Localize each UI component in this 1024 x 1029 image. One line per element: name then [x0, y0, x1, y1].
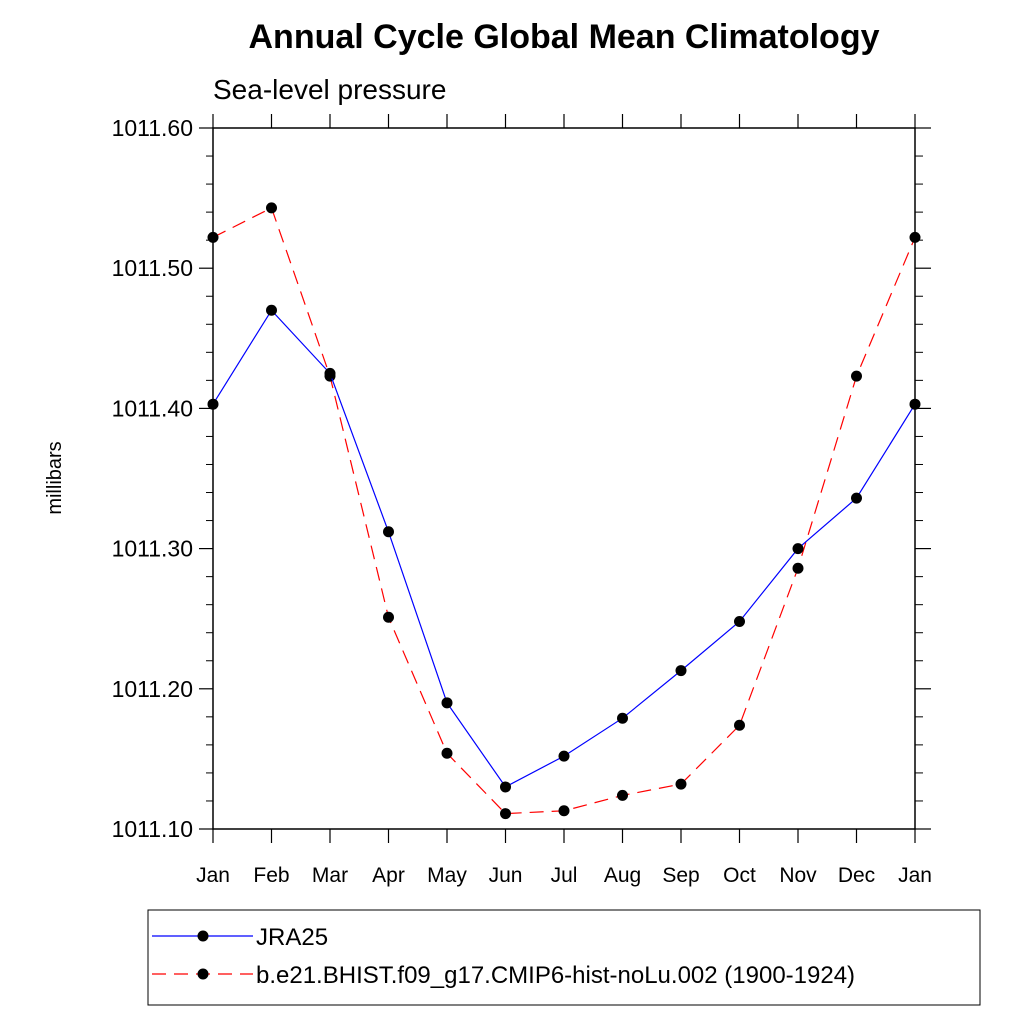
- data-point: [734, 616, 745, 628]
- x-tick-label: Nov: [779, 864, 817, 887]
- series-b-e21-bhist-f09-g17-cmip6-hist-nolu-002-1900-1924: [207, 202, 921, 820]
- data-point: [558, 805, 570, 817]
- x-tick-label: Oct: [723, 864, 756, 887]
- data-point: [207, 398, 219, 410]
- series-layer: [207, 202, 921, 820]
- data-point: [617, 789, 628, 801]
- data-point: [266, 304, 277, 316]
- data-point: [851, 492, 862, 504]
- series-jra25: [207, 304, 921, 793]
- data-point: [792, 543, 804, 555]
- x-tick-label: May: [427, 864, 467, 887]
- y-axis-label: millibars: [44, 441, 66, 514]
- data-point: [383, 611, 394, 623]
- data-point: [441, 747, 453, 759]
- y-tick-label: 1011.10: [112, 816, 193, 842]
- data-point: [207, 231, 219, 243]
- y-tick-label: 1011.50: [112, 255, 193, 281]
- x-tick-label: Sep: [662, 864, 699, 887]
- x-tick-label: Dec: [838, 864, 875, 887]
- y-tick-label: 1011.30: [112, 536, 193, 562]
- legend-marker: [197, 930, 209, 942]
- plot-frame: [212, 127, 916, 830]
- x-tick-label: Jul: [551, 864, 578, 887]
- data-point: [500, 781, 511, 793]
- legend-label: JRA25: [256, 924, 328, 951]
- data-point: [851, 370, 862, 382]
- legend-item: b.e21.BHIST.f09_g17.CMIP6-hist-noLu.002 …: [152, 962, 855, 989]
- x-tick-label: Apr: [372, 864, 405, 887]
- series-line: [212, 207, 916, 815]
- data-point: [500, 808, 511, 820]
- legend-item: JRA25: [152, 924, 328, 951]
- legend-label: b.e21.BHIST.f09_g17.CMIP6-hist-noLu.002 …: [256, 962, 855, 989]
- axes: 1011.10 1011.20 1011.30 1011.40 1011.50 1011.…: [112, 114, 932, 887]
- chart-title: Annual Cycle Global Mean Climatology: [249, 18, 880, 56]
- data-point: [558, 750, 570, 762]
- data-point: [441, 697, 453, 709]
- data-point: [675, 778, 687, 790]
- data-point: [909, 231, 921, 243]
- x-tick-label: Aug: [604, 864, 641, 887]
- legend-marker: [197, 968, 209, 980]
- x-tick-label: Mar: [312, 864, 348, 887]
- data-point: [675, 665, 687, 677]
- x-tick-label: Feb: [253, 864, 289, 887]
- x-tick-label: Jan: [898, 864, 932, 887]
- data-point: [324, 367, 336, 379]
- data-point: [734, 719, 745, 731]
- chart-subtitle: Sea-level pressure: [213, 74, 446, 105]
- y-tick-label: 1011.40: [112, 395, 193, 421]
- data-point: [383, 526, 394, 538]
- series-line: [212, 309, 916, 788]
- data-point: [792, 562, 804, 574]
- legend: JRA25 b.e21.BHIST.f09_g17.CMIP6-hist-noLu…: [147, 909, 981, 1006]
- legend-box: [147, 909, 981, 1006]
- x-tick-label: Jun: [489, 864, 523, 887]
- data-point: [617, 712, 628, 724]
- y-tick-label: 1011.20: [112, 676, 193, 702]
- x-tick-label: Jan: [196, 864, 230, 887]
- y-tick-label: 1011.60: [112, 115, 193, 141]
- data-point: [266, 202, 277, 214]
- data-point: [909, 398, 921, 410]
